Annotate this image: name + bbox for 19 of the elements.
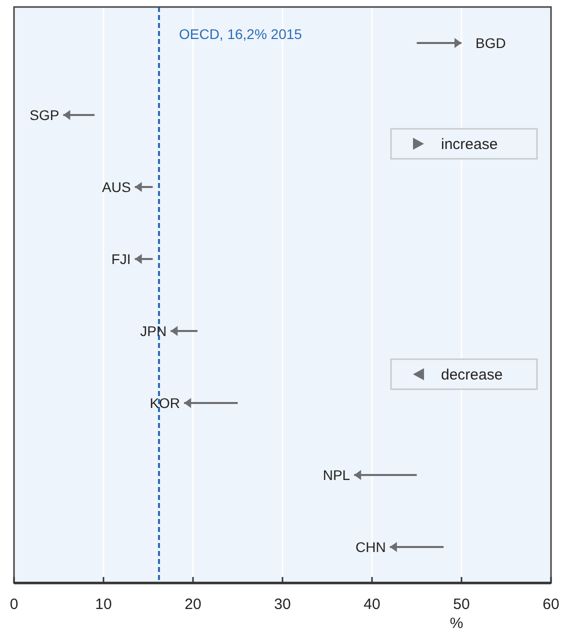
y-tick-label: KOR xyxy=(150,394,180,411)
x-tick-label: 60 xyxy=(542,596,560,613)
x-tick-label: 0 xyxy=(10,596,18,613)
x-tick-label: 50 xyxy=(453,596,470,613)
x-tick-label: 10 xyxy=(95,596,112,613)
legend-label: increase xyxy=(441,136,498,154)
y-tick-label: BGD xyxy=(476,34,506,51)
y-tick-label: JPN xyxy=(140,322,167,339)
y-tick-label: CHN xyxy=(356,538,386,555)
y-tick-label: NPL xyxy=(322,466,350,483)
x-tick-label: 20 xyxy=(184,596,202,613)
y-tick-label: FJI xyxy=(111,250,131,267)
x-axis-title: % xyxy=(450,615,464,632)
ref-line-label: OECD, 16,2% 2015 xyxy=(178,26,302,42)
x-tick-label: 40 xyxy=(364,596,380,613)
x-tick-label: 30 xyxy=(274,596,291,613)
y-tick-label: AUS xyxy=(102,178,131,195)
legend-label: decrease xyxy=(441,366,503,384)
y-tick-label: SGP xyxy=(30,106,60,123)
